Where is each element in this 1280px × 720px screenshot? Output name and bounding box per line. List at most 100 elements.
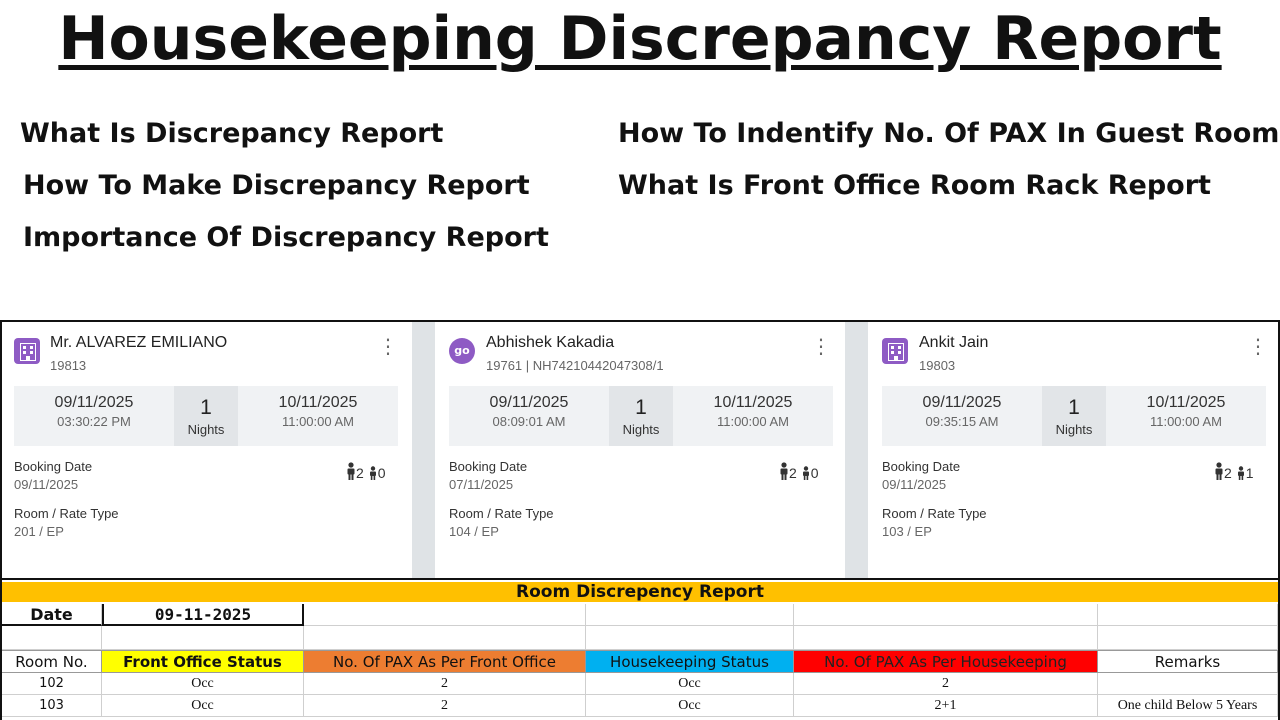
stay-dates: 09/11/2025 08:09:01 AM 1 Nights 10/11/20… [449,386,833,446]
adult-icon [1215,462,1223,480]
table-cell-fo-status: Occ [102,673,304,695]
topic-how-to-make: How To Make Discrepancy Report [23,170,530,201]
hotel-icon [882,338,908,364]
topic-identify-pax: How To Indentify No. Of PAX In Guest Roo… [618,118,1280,149]
header-room-no: Room No. [2,650,102,673]
topic-what-is: What Is Discrepancy Report [20,118,444,149]
header-pax-housekeeping: No. Of PAX As Per Housekeeping [794,650,1098,673]
checkin: 09/11/2025 03:30:22 PM [24,394,164,429]
checkin-date: 09/11/2025 [54,394,134,411]
booking-date-label: Booking Date [14,459,93,474]
table-cell-room: 102 [2,673,102,695]
empty-cell [586,604,794,626]
empty-cell [1098,604,1278,626]
more-options-icon[interactable]: ⋮ [811,334,831,358]
adult-count: 2 [789,465,797,481]
empty-cell [2,626,102,650]
guest-name: Ankit Jain [919,334,989,351]
report-title: Room Discrepency Report [2,582,1278,602]
table-cell-room: 103 [2,695,102,717]
reservation-card[interactable]: go Abhishek Kakadia 19761 | NH7421044204… [435,322,845,578]
booking-date-label: Booking Date [882,459,961,474]
header-remarks: Remarks [1098,650,1278,673]
empty-cell [304,626,586,650]
discrepancy-report-sheet: Room Discrepency Report Date 09-11-2025 … [0,580,1280,720]
child-count: 1 [1245,465,1254,481]
report-date[interactable]: 09-11-2025 [102,604,304,626]
empty-cell [794,626,1098,650]
room-rate-value: 201 / EP [14,524,64,539]
child-icon [802,466,809,480]
date-label: Date [2,604,102,626]
reservation-card[interactable]: Mr. ALVAREZ EMILIANO 19813 ⋮ 09/11/2025 … [2,322,412,578]
guest-name: Abhishek Kakadia [486,334,615,351]
header-pax-front-office: No. Of PAX As Per Front Office [304,650,586,673]
room-rate-value: 104 / EP [449,524,499,539]
table-cell-remarks: One child Below 5 Years [1098,695,1278,717]
checkin-time: 09:35:15 AM [925,414,999,429]
nights-box: 1 Nights [1042,386,1106,446]
checkin: 09/11/2025 08:09:01 AM [459,394,599,429]
empty-cell [586,626,794,650]
checkin-date: 09/11/2025 [922,394,1002,411]
nights-label: Nights [1055,422,1093,437]
checkout: 10/11/2025 11:00:00 AM [683,394,823,429]
more-options-icon[interactable]: ⋮ [378,334,398,358]
more-options-icon[interactable]: ⋮ [1248,334,1268,358]
table-cell-fo-pax: 2 [304,673,586,695]
table-cell-fo-pax: 2 [304,695,586,717]
nights-box: 1 Nights [174,386,238,446]
stay-dates: 09/11/2025 03:30:22 PM 1 Nights 10/11/20… [14,386,398,446]
nights-count: 1 [635,396,647,419]
reservation-card[interactable]: Ankit Jain 19803 ⋮ 09/11/2025 09:35:15 A… [868,322,1278,578]
pax-count: 2 1 [1214,462,1253,481]
checkout: 10/11/2025 11:00:00 AM [248,394,388,429]
empty-cell [102,626,304,650]
checkout-time: 11:00:00 AM [716,414,790,429]
pax-count: 2 0 [779,462,818,481]
checkout: 10/11/2025 11:00:00 AM [1116,394,1256,429]
checkout-date: 10/11/2025 [1146,394,1226,411]
header-front-office-status: Front Office Status [102,650,304,673]
nights-label: Nights [187,422,225,437]
table-cell-hk-pax: 2 [794,673,1098,695]
table-cell-remarks [1098,673,1278,695]
checkin-time: 03:30:22 PM [57,414,131,429]
child-count: 0 [810,465,819,481]
adult-icon [780,462,788,480]
adult-count: 2 [356,465,364,481]
guest-name: Mr. ALVAREZ EMILIANO [50,334,228,351]
table-cell-hk-pax: 2+1 [794,695,1098,717]
room-rate-value: 103 / EP [882,524,932,539]
hotel-icon [14,338,40,364]
table-cell-hk-status: Occ [586,673,794,695]
child-count: 0 [377,465,386,481]
room-rate-label: Room / Rate Type [882,506,987,521]
table-cell-hk-status: Occ [586,695,794,717]
go-icon: go [449,338,475,364]
empty-cell [304,604,586,626]
checkout-date: 10/11/2025 [278,394,358,411]
booking-date: 07/11/2025 [449,477,514,492]
checkout-time: 11:00:00 AM [1149,414,1223,429]
nights-count: 1 [200,396,212,419]
adult-icon [347,462,355,480]
empty-cell [794,604,1098,626]
booking-date: 09/11/2025 [882,477,947,492]
topic-importance: Importance Of Discrepancy Report [23,222,549,253]
reservation-id: 19761 | NH74210442047308/1 [486,358,664,373]
pax-count: 2 0 [346,462,385,481]
booking-date: 09/11/2025 [14,477,79,492]
nights-box: 1 Nights [609,386,673,446]
nights-label: Nights [622,422,660,437]
checkin-date: 09/11/2025 [489,394,569,411]
reservation-id: 19803 [919,358,956,373]
checkout-time: 11:00:00 AM [281,414,355,429]
checkin-time: 08:09:01 AM [492,414,566,429]
nights-count: 1 [1068,396,1080,419]
booking-date-label: Booking Date [449,459,528,474]
child-icon [1237,466,1244,480]
reservation-id: 19813 [50,358,87,373]
page-title: Housekeeping Discrepancy Report [58,4,1222,74]
room-rate-label: Room / Rate Type [449,506,554,521]
